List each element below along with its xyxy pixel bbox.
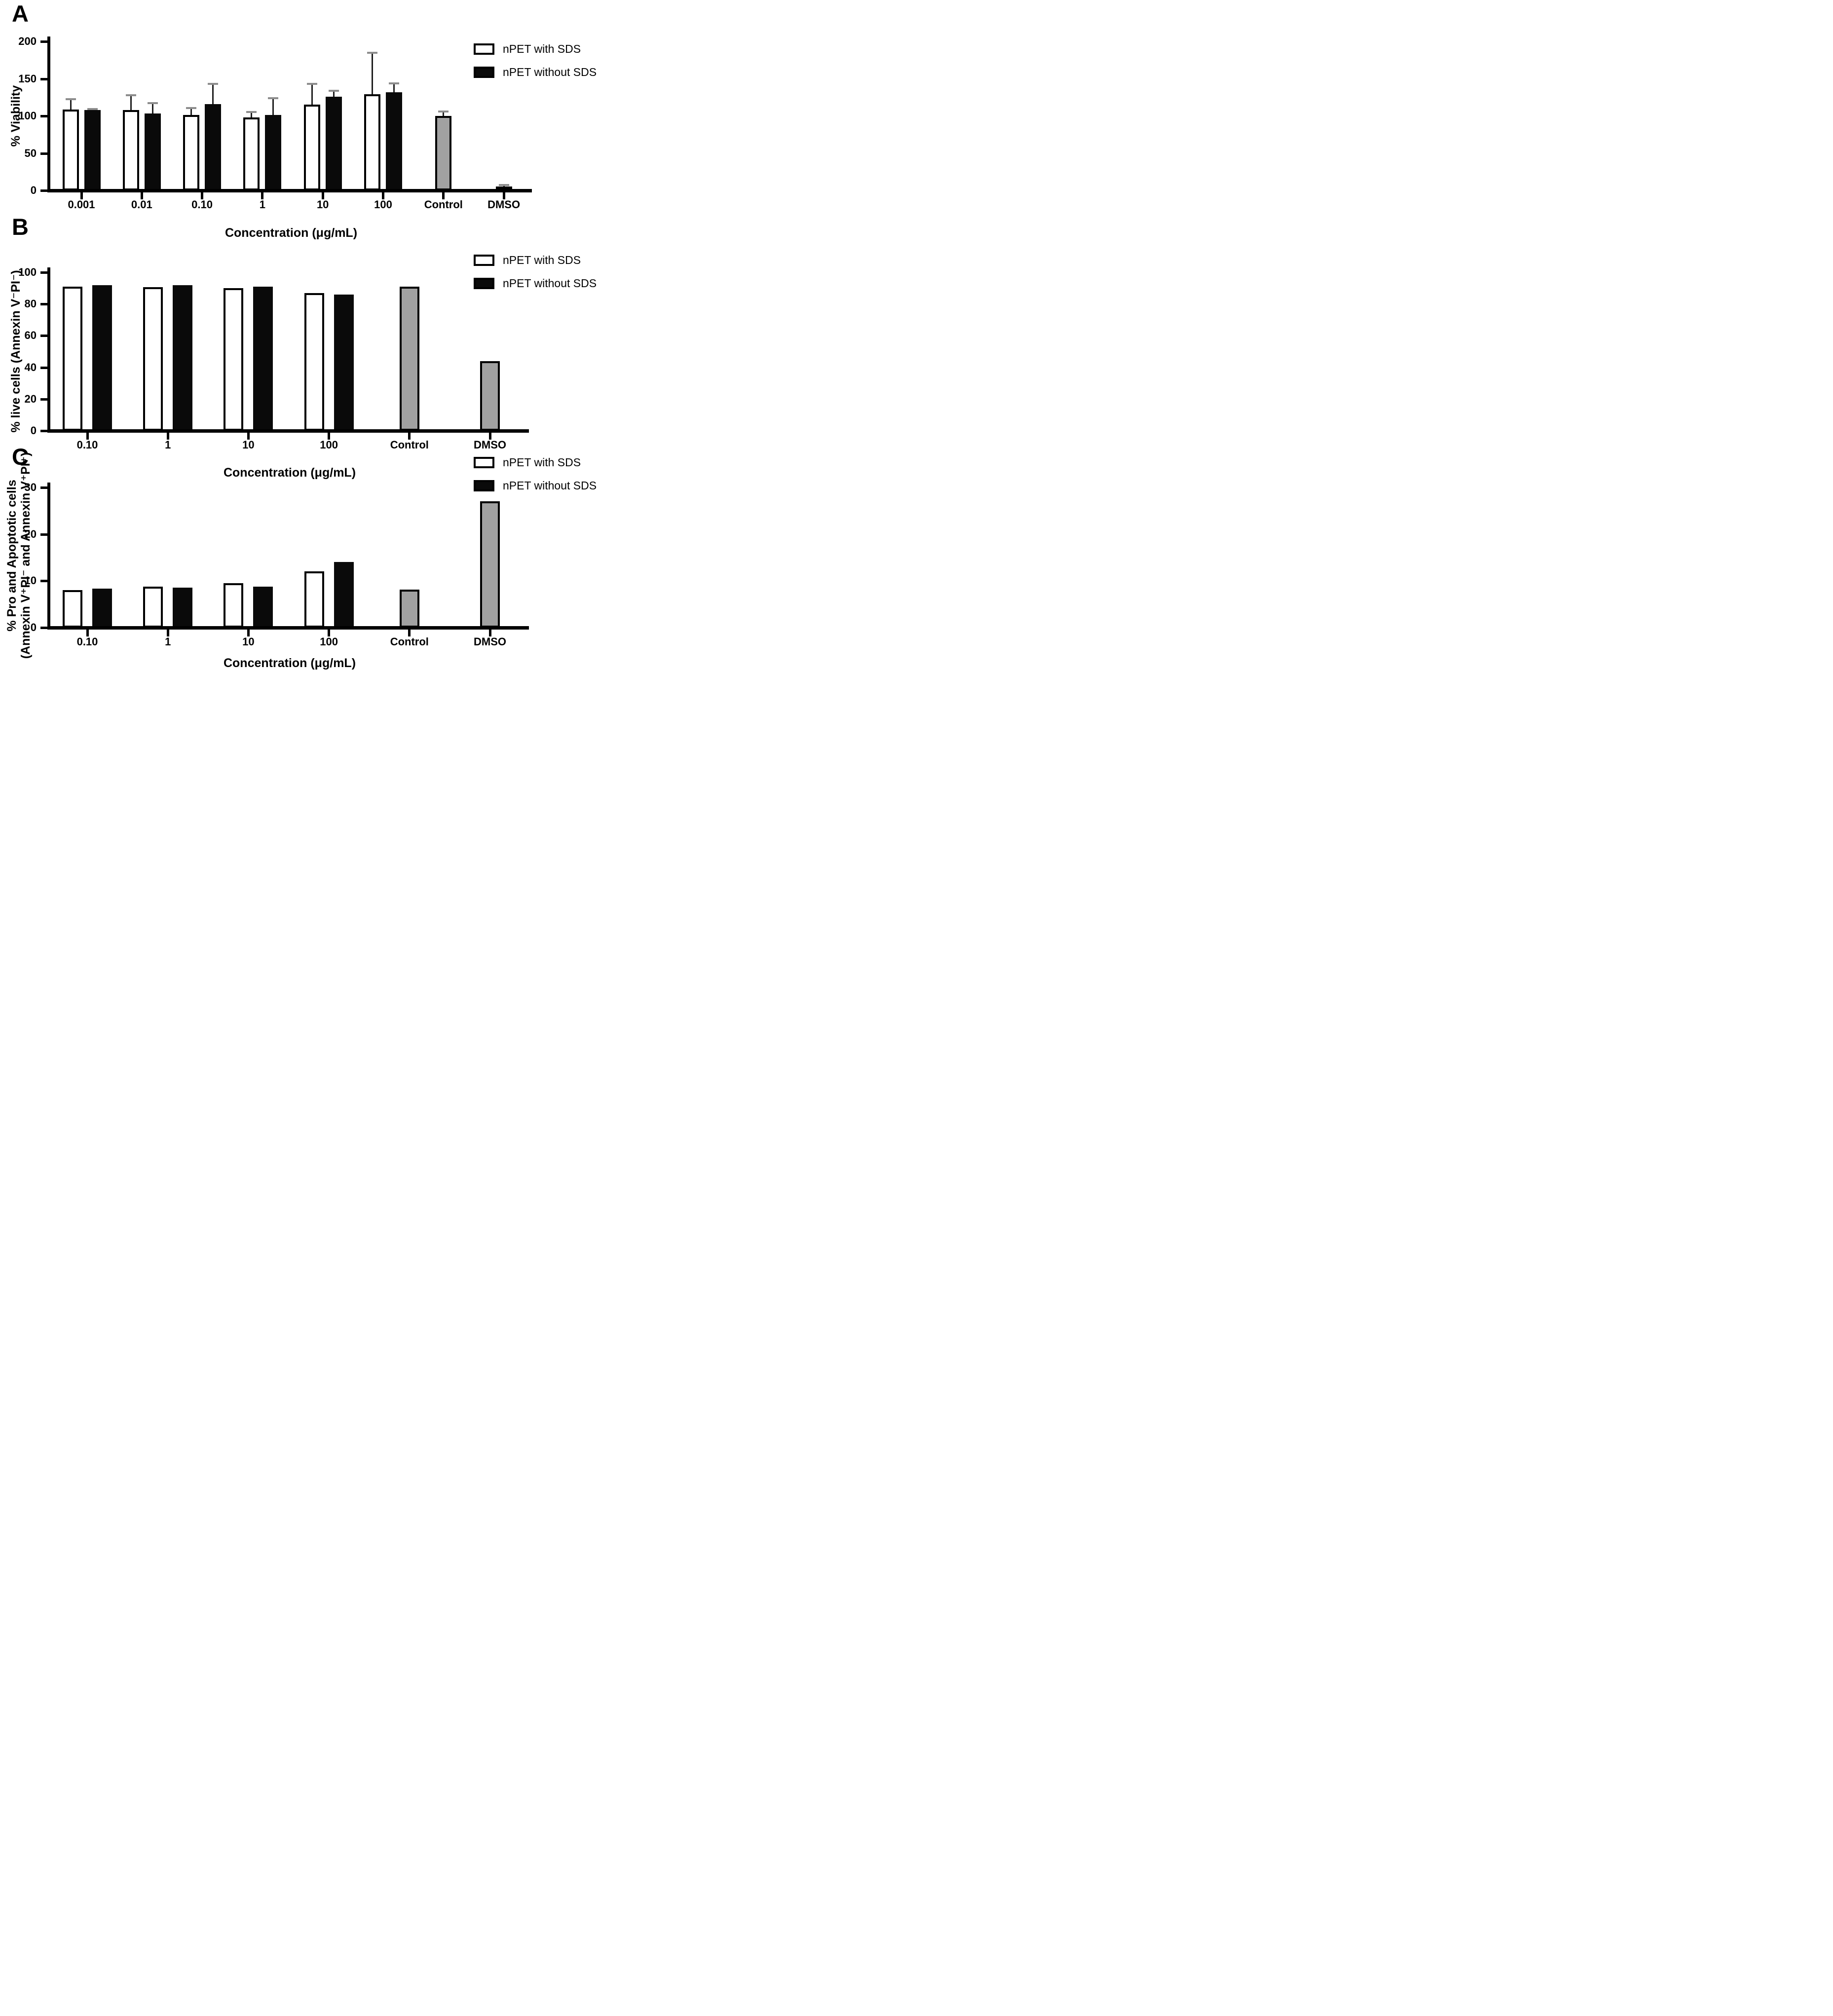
bar-c-100-npet-with-sds (304, 571, 324, 628)
x-axis-title-b: Concentration (μg/mL) (223, 466, 356, 480)
bar-c-1-npet-without-sds (173, 587, 193, 628)
x-axis-tick (328, 630, 331, 636)
plot-area-c: 0 10 20 30 0.10 1 10 100 Control DMSO (0, 0, 611, 672)
x-axis-line (47, 626, 529, 630)
x-axis-tick (408, 630, 411, 636)
x-axis-tick-label: 10 (242, 635, 255, 648)
x-axis-tick-label: 1 (165, 635, 171, 648)
x-axis-title-c: Concentration (μg/mL) (223, 656, 356, 670)
y-axis-tick (40, 580, 47, 583)
bar-c-100-npet-without-sds (334, 562, 354, 628)
y-axis-line (47, 483, 50, 630)
y-axis-tick (40, 627, 47, 629)
legend-c: nPET with SDS nPET without SDS (0, 0, 611, 672)
x-axis-tick-label: 0.10 (76, 635, 98, 648)
x-axis-tick (86, 630, 89, 636)
bar-c-control-control (399, 590, 419, 628)
x-axis-tick (247, 630, 250, 636)
figure-three-panel-bar-charts: A % Viability Concentration (μg/mL) 0 50 1… (0, 0, 611, 672)
legend-swatch-white (474, 457, 494, 468)
legend-label: nPET with SDS (503, 456, 581, 469)
panel-letter-a: A (12, 0, 29, 27)
y-axis-title-c: % Pro and Apoptotic cells (Annexin V⁺PI⁻… (4, 452, 33, 659)
panel-c: C % Pro and Apoptotic cells (Annexin V⁺P… (0, 0, 611, 672)
bar-c-010-npet-with-sds (63, 590, 82, 628)
bar-c-010-npet-without-sds (92, 589, 112, 628)
y-axis-tick (40, 533, 47, 536)
panel-letter-c: C (12, 444, 29, 470)
bar-c-10-npet-without-sds (253, 586, 273, 628)
x-axis-tick (488, 630, 491, 636)
x-axis-tick-label: DMSO (474, 635, 506, 648)
y-axis-tick (40, 486, 47, 489)
x-axis-tick (166, 630, 169, 636)
x-axis-tick-label: Control (390, 635, 429, 648)
legend-item-black: nPET without SDS (474, 479, 597, 492)
x-axis-title-a: Concentration (μg/mL) (224, 226, 358, 240)
x-axis-tick-label: 100 (320, 635, 338, 648)
bar-c-10-npet-with-sds (224, 583, 244, 628)
bar-c-1-npet-with-sds (143, 586, 163, 628)
bar-c-dmso-dmso (480, 501, 500, 628)
legend-label: nPET without SDS (503, 479, 597, 492)
legend-item-white: nPET with SDS (474, 456, 581, 469)
panel-letter-b: B (12, 214, 29, 240)
legend-swatch-black (474, 480, 494, 491)
